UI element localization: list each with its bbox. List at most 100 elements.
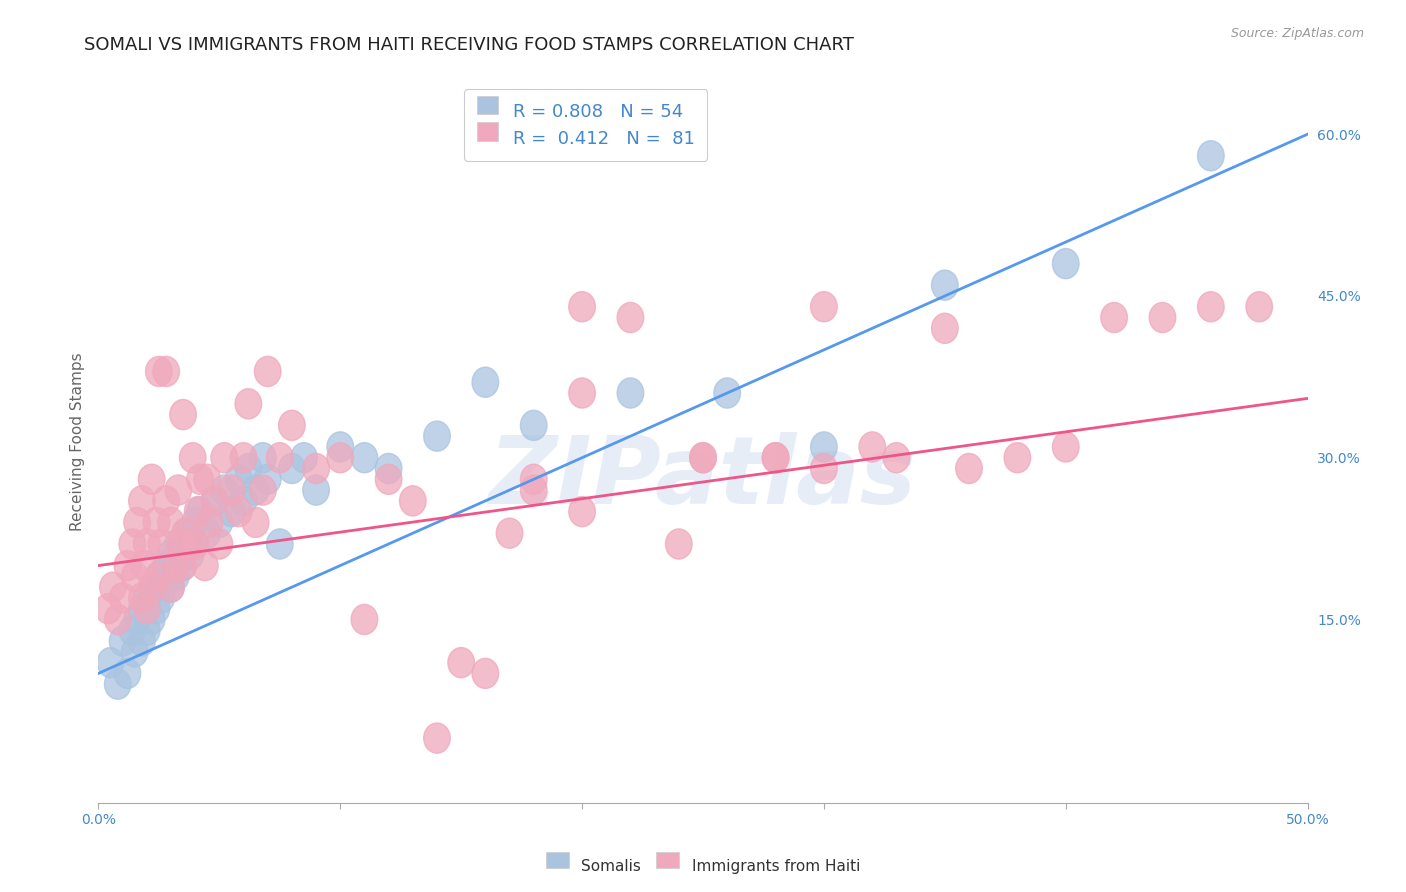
Ellipse shape — [569, 292, 595, 322]
Ellipse shape — [375, 453, 402, 483]
Ellipse shape — [114, 550, 141, 581]
Ellipse shape — [520, 410, 547, 441]
Ellipse shape — [181, 529, 208, 559]
Ellipse shape — [859, 432, 886, 462]
Ellipse shape — [184, 497, 211, 527]
Ellipse shape — [932, 313, 957, 343]
Ellipse shape — [170, 550, 197, 581]
Ellipse shape — [100, 572, 127, 602]
Y-axis label: Receiving Food Stamps: Receiving Food Stamps — [69, 352, 84, 531]
Ellipse shape — [302, 453, 329, 483]
Ellipse shape — [104, 669, 131, 699]
Ellipse shape — [131, 550, 157, 581]
Ellipse shape — [218, 497, 245, 527]
Ellipse shape — [124, 605, 150, 634]
Ellipse shape — [762, 442, 789, 473]
Ellipse shape — [181, 508, 208, 538]
Ellipse shape — [496, 518, 523, 549]
Ellipse shape — [242, 508, 269, 538]
Ellipse shape — [153, 356, 180, 386]
Ellipse shape — [194, 518, 221, 549]
Ellipse shape — [110, 582, 136, 613]
Ellipse shape — [520, 475, 547, 505]
Ellipse shape — [191, 550, 218, 581]
Ellipse shape — [235, 453, 262, 483]
Ellipse shape — [177, 540, 204, 570]
Ellipse shape — [569, 378, 595, 409]
Ellipse shape — [665, 529, 692, 559]
Ellipse shape — [157, 540, 184, 570]
Ellipse shape — [267, 529, 292, 559]
Ellipse shape — [1004, 442, 1031, 473]
Ellipse shape — [242, 475, 269, 505]
Ellipse shape — [231, 486, 257, 516]
Ellipse shape — [157, 572, 184, 602]
Ellipse shape — [811, 453, 837, 483]
Ellipse shape — [352, 442, 378, 473]
Ellipse shape — [1149, 302, 1175, 333]
Ellipse shape — [146, 561, 172, 591]
Ellipse shape — [569, 497, 595, 527]
Ellipse shape — [146, 561, 172, 591]
Ellipse shape — [129, 486, 155, 516]
Ellipse shape — [278, 453, 305, 483]
Ellipse shape — [250, 442, 276, 473]
Ellipse shape — [231, 442, 257, 473]
Legend: Somalis, Immigrants from Haiti: Somalis, Immigrants from Haiti — [540, 852, 866, 880]
Ellipse shape — [138, 572, 165, 602]
Ellipse shape — [1246, 292, 1272, 322]
Ellipse shape — [207, 529, 232, 559]
Ellipse shape — [690, 442, 716, 473]
Ellipse shape — [811, 292, 837, 322]
Ellipse shape — [352, 605, 378, 634]
Ellipse shape — [423, 421, 450, 451]
Ellipse shape — [134, 582, 160, 613]
Ellipse shape — [883, 442, 910, 473]
Ellipse shape — [1053, 249, 1078, 278]
Ellipse shape — [399, 486, 426, 516]
Ellipse shape — [762, 442, 789, 473]
Ellipse shape — [129, 582, 155, 613]
Ellipse shape — [124, 508, 150, 538]
Ellipse shape — [94, 593, 121, 624]
Ellipse shape — [177, 529, 204, 559]
Text: SOMALI VS IMMIGRANTS FROM HAITI RECEIVING FOOD STAMPS CORRELATION CHART: SOMALI VS IMMIGRANTS FROM HAITI RECEIVIN… — [84, 36, 855, 54]
Ellipse shape — [328, 442, 353, 473]
Ellipse shape — [278, 410, 305, 441]
Ellipse shape — [254, 356, 281, 386]
Ellipse shape — [1198, 141, 1225, 171]
Ellipse shape — [956, 453, 983, 483]
Ellipse shape — [120, 615, 146, 645]
Legend: R = 0.808   N = 54, R =  0.412   N =  81: R = 0.808 N = 54, R = 0.412 N = 81 — [464, 89, 707, 161]
Ellipse shape — [302, 475, 329, 505]
Ellipse shape — [148, 529, 174, 559]
Ellipse shape — [134, 593, 160, 624]
Ellipse shape — [617, 302, 644, 333]
Ellipse shape — [811, 432, 837, 462]
Ellipse shape — [194, 464, 221, 494]
Ellipse shape — [153, 550, 180, 581]
Ellipse shape — [187, 464, 214, 494]
Ellipse shape — [134, 615, 160, 645]
Ellipse shape — [143, 508, 170, 538]
Ellipse shape — [1101, 302, 1128, 333]
Ellipse shape — [520, 464, 547, 494]
Ellipse shape — [291, 442, 318, 473]
Ellipse shape — [218, 475, 245, 505]
Ellipse shape — [1198, 292, 1225, 322]
Ellipse shape — [165, 529, 191, 559]
Ellipse shape — [146, 356, 172, 386]
Ellipse shape — [121, 637, 148, 667]
Ellipse shape — [170, 400, 197, 430]
Ellipse shape — [120, 529, 146, 559]
Ellipse shape — [1053, 432, 1078, 462]
Ellipse shape — [211, 475, 238, 505]
Ellipse shape — [104, 605, 131, 634]
Ellipse shape — [207, 508, 232, 538]
Ellipse shape — [163, 550, 188, 581]
Ellipse shape — [201, 486, 228, 516]
Ellipse shape — [172, 518, 198, 549]
Ellipse shape — [165, 475, 191, 505]
Ellipse shape — [129, 593, 155, 624]
Ellipse shape — [197, 508, 224, 538]
